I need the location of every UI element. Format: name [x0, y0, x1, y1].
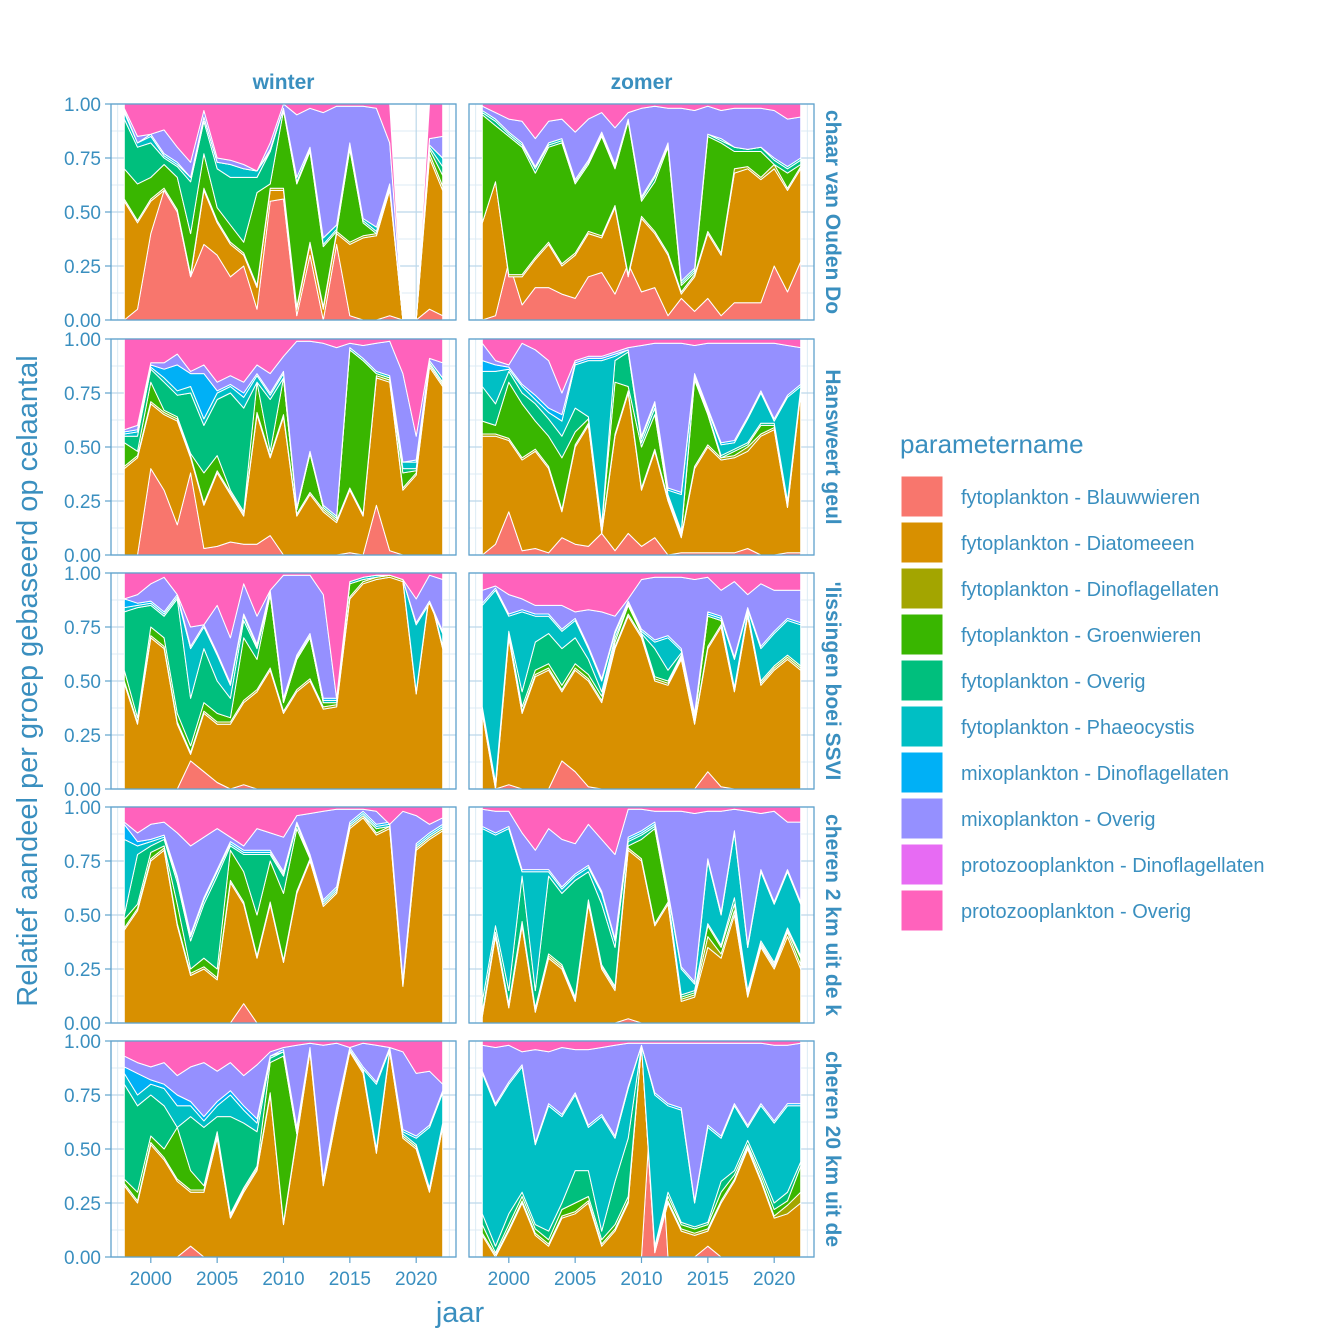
panel-zomer-1 [468, 338, 815, 556]
legend-swatch [900, 659, 944, 702]
row-strip-label: cheren 2 km uit de k [821, 814, 844, 1016]
legend-item: mixoplankton - Dinoflagellaten [900, 751, 1229, 794]
legend: parametername fytoplankton - Blauwwieren… [900, 429, 1265, 932]
legend-title: parametername [900, 429, 1084, 459]
legend-item: fytoplankton - Blauwwieren [900, 475, 1200, 518]
row-strip-3: cheren 2 km uit de k [821, 814, 844, 1016]
row-strip-label: chaar van Ouden Do [821, 110, 844, 314]
col-strip-winter: winter [252, 71, 315, 94]
panel-zomer-3 [468, 806, 815, 1024]
panel-zomer-2 [468, 572, 815, 790]
y-tick-label: 0.25 [64, 726, 101, 747]
legend-label: protozooplankton - Dinoflagellaten [961, 855, 1265, 877]
legend-label: fytoplankton - Groenwieren [961, 625, 1201, 647]
y-tick-label: 1.00 [64, 798, 101, 819]
row-strip-0: chaar van Ouden Do [821, 110, 844, 314]
x-tick-label: 2015 [687, 1269, 729, 1290]
panel-border [468, 338, 815, 556]
row-strip-2: 'lissingen boei SSVI [821, 582, 844, 781]
x-tick-label: 2010 [262, 1269, 304, 1290]
legend-item: fytoplankton - Diatomeeen [900, 521, 1194, 564]
y-tick-label: 1.00 [64, 1032, 101, 1053]
x-tick-label: 2000 [130, 1269, 172, 1290]
legend-swatch [900, 475, 944, 518]
col-strip-zomer: zomer [611, 71, 673, 94]
legend-label: fytoplankton - Dinoflagellaten [961, 579, 1219, 601]
x-tick-label: 2020 [395, 1269, 437, 1290]
x-tick-label: 2005 [554, 1269, 596, 1290]
panel-border [468, 103, 815, 321]
y-tick-label: 0.00 [64, 311, 101, 332]
y-tick-label: 0.25 [64, 1194, 101, 1215]
panels-layer [110, 103, 815, 1258]
legend-swatch [900, 521, 944, 564]
panel-winter-0 [110, 103, 457, 321]
y-tick-label: 1.00 [64, 330, 101, 351]
y-tick-label: 0.75 [64, 1086, 101, 1107]
legend-swatch [900, 705, 944, 748]
row-strip-4: cheren 20 km uit de [821, 1051, 844, 1247]
y-tick-label: 0.00 [64, 1248, 101, 1269]
legend-swatch [900, 751, 944, 794]
legend-item: fytoplankton - Overig [900, 659, 1146, 702]
panel-zomer-0 [468, 103, 815, 321]
legend-swatch [900, 613, 944, 656]
x-tick-label: 2005 [196, 1269, 238, 1290]
legend-label: fytoplankton - Diatomeeen [961, 533, 1194, 555]
y-tick-label: 0.50 [64, 1140, 101, 1161]
y-tick-label: 0.25 [64, 257, 101, 278]
x-tick-label: 2000 [488, 1269, 530, 1290]
legend-item: mixoplankton - Overig [900, 797, 1156, 840]
y-tick-label: 0.00 [64, 1014, 101, 1035]
y-tick-label: 0.50 [64, 672, 101, 693]
y-tick-label: 0.75 [64, 384, 101, 405]
y-tick-label: 0.25 [64, 960, 101, 981]
facet-strips: winter zomer chaar van Ouden Do Hansweert g… [252, 71, 844, 1247]
row-strip-label: Hansweert geul [821, 369, 844, 524]
x-axis-title: jaar [435, 1297, 485, 1329]
y-tick-label: 0.25 [64, 492, 101, 513]
y-tick-label: 0.50 [64, 906, 101, 927]
y-tick-label: 1.00 [64, 95, 101, 116]
row-strip-label: cheren 20 km uit de [821, 1051, 844, 1247]
legend-label: fytoplankton - Blauwwieren [961, 487, 1200, 509]
legend-swatch [900, 843, 944, 886]
y-tick-label: 0.00 [64, 546, 101, 567]
legend-swatch [900, 889, 944, 932]
legend-item: fytoplankton - Groenwieren [900, 613, 1201, 656]
panel-border [468, 572, 815, 790]
y-tick-label: 1.00 [64, 564, 101, 585]
legend-label: protozooplankton - Overig [961, 901, 1191, 923]
row-strip-label: 'lissingen boei SSVI [821, 582, 844, 781]
y-tick-label: 0.50 [64, 203, 101, 224]
legend-item: protozooplankton - Overig [900, 889, 1191, 932]
y-tick-label: 0.75 [64, 149, 101, 170]
x-tick-label: 2020 [753, 1269, 795, 1290]
legend-label: mixoplankton - Dinoflagellaten [961, 763, 1229, 785]
y-axis-title: Relatief aandeel per groep gebaseerd op … [12, 355, 44, 1006]
legend-label: mixoplankton - Overig [961, 809, 1156, 831]
y-tick-label: 0.75 [64, 852, 101, 873]
y-tick-label: 0.75 [64, 618, 101, 639]
legend-item: fytoplankton - Phaeocystis [900, 705, 1194, 748]
panel-winter-1 [110, 338, 457, 556]
legend-swatch [900, 567, 944, 610]
x-tick-label: 2015 [329, 1269, 371, 1290]
panel-winter-4 [110, 1040, 457, 1258]
legend-label: fytoplankton - Overig [961, 671, 1146, 693]
legend-swatch [900, 797, 944, 840]
panel-zomer-4 [468, 1040, 815, 1258]
legend-label: fytoplankton - Phaeocystis [961, 717, 1194, 739]
row-strip-1: Hansweert geul [821, 369, 844, 524]
x-tick-label: 2010 [620, 1269, 662, 1290]
legend-item: protozooplankton - Dinoflagellaten [900, 843, 1265, 886]
panel-border [468, 806, 815, 1024]
y-tick-label: 0.00 [64, 780, 101, 801]
panel-winter-3 [110, 806, 457, 1024]
panel-winter-2 [110, 572, 457, 790]
axes: 0.000.250.500.751.000.000.250.500.751.00… [64, 95, 795, 1290]
y-tick-label: 0.50 [64, 438, 101, 459]
legend-item: fytoplankton - Dinoflagellaten [900, 567, 1219, 610]
